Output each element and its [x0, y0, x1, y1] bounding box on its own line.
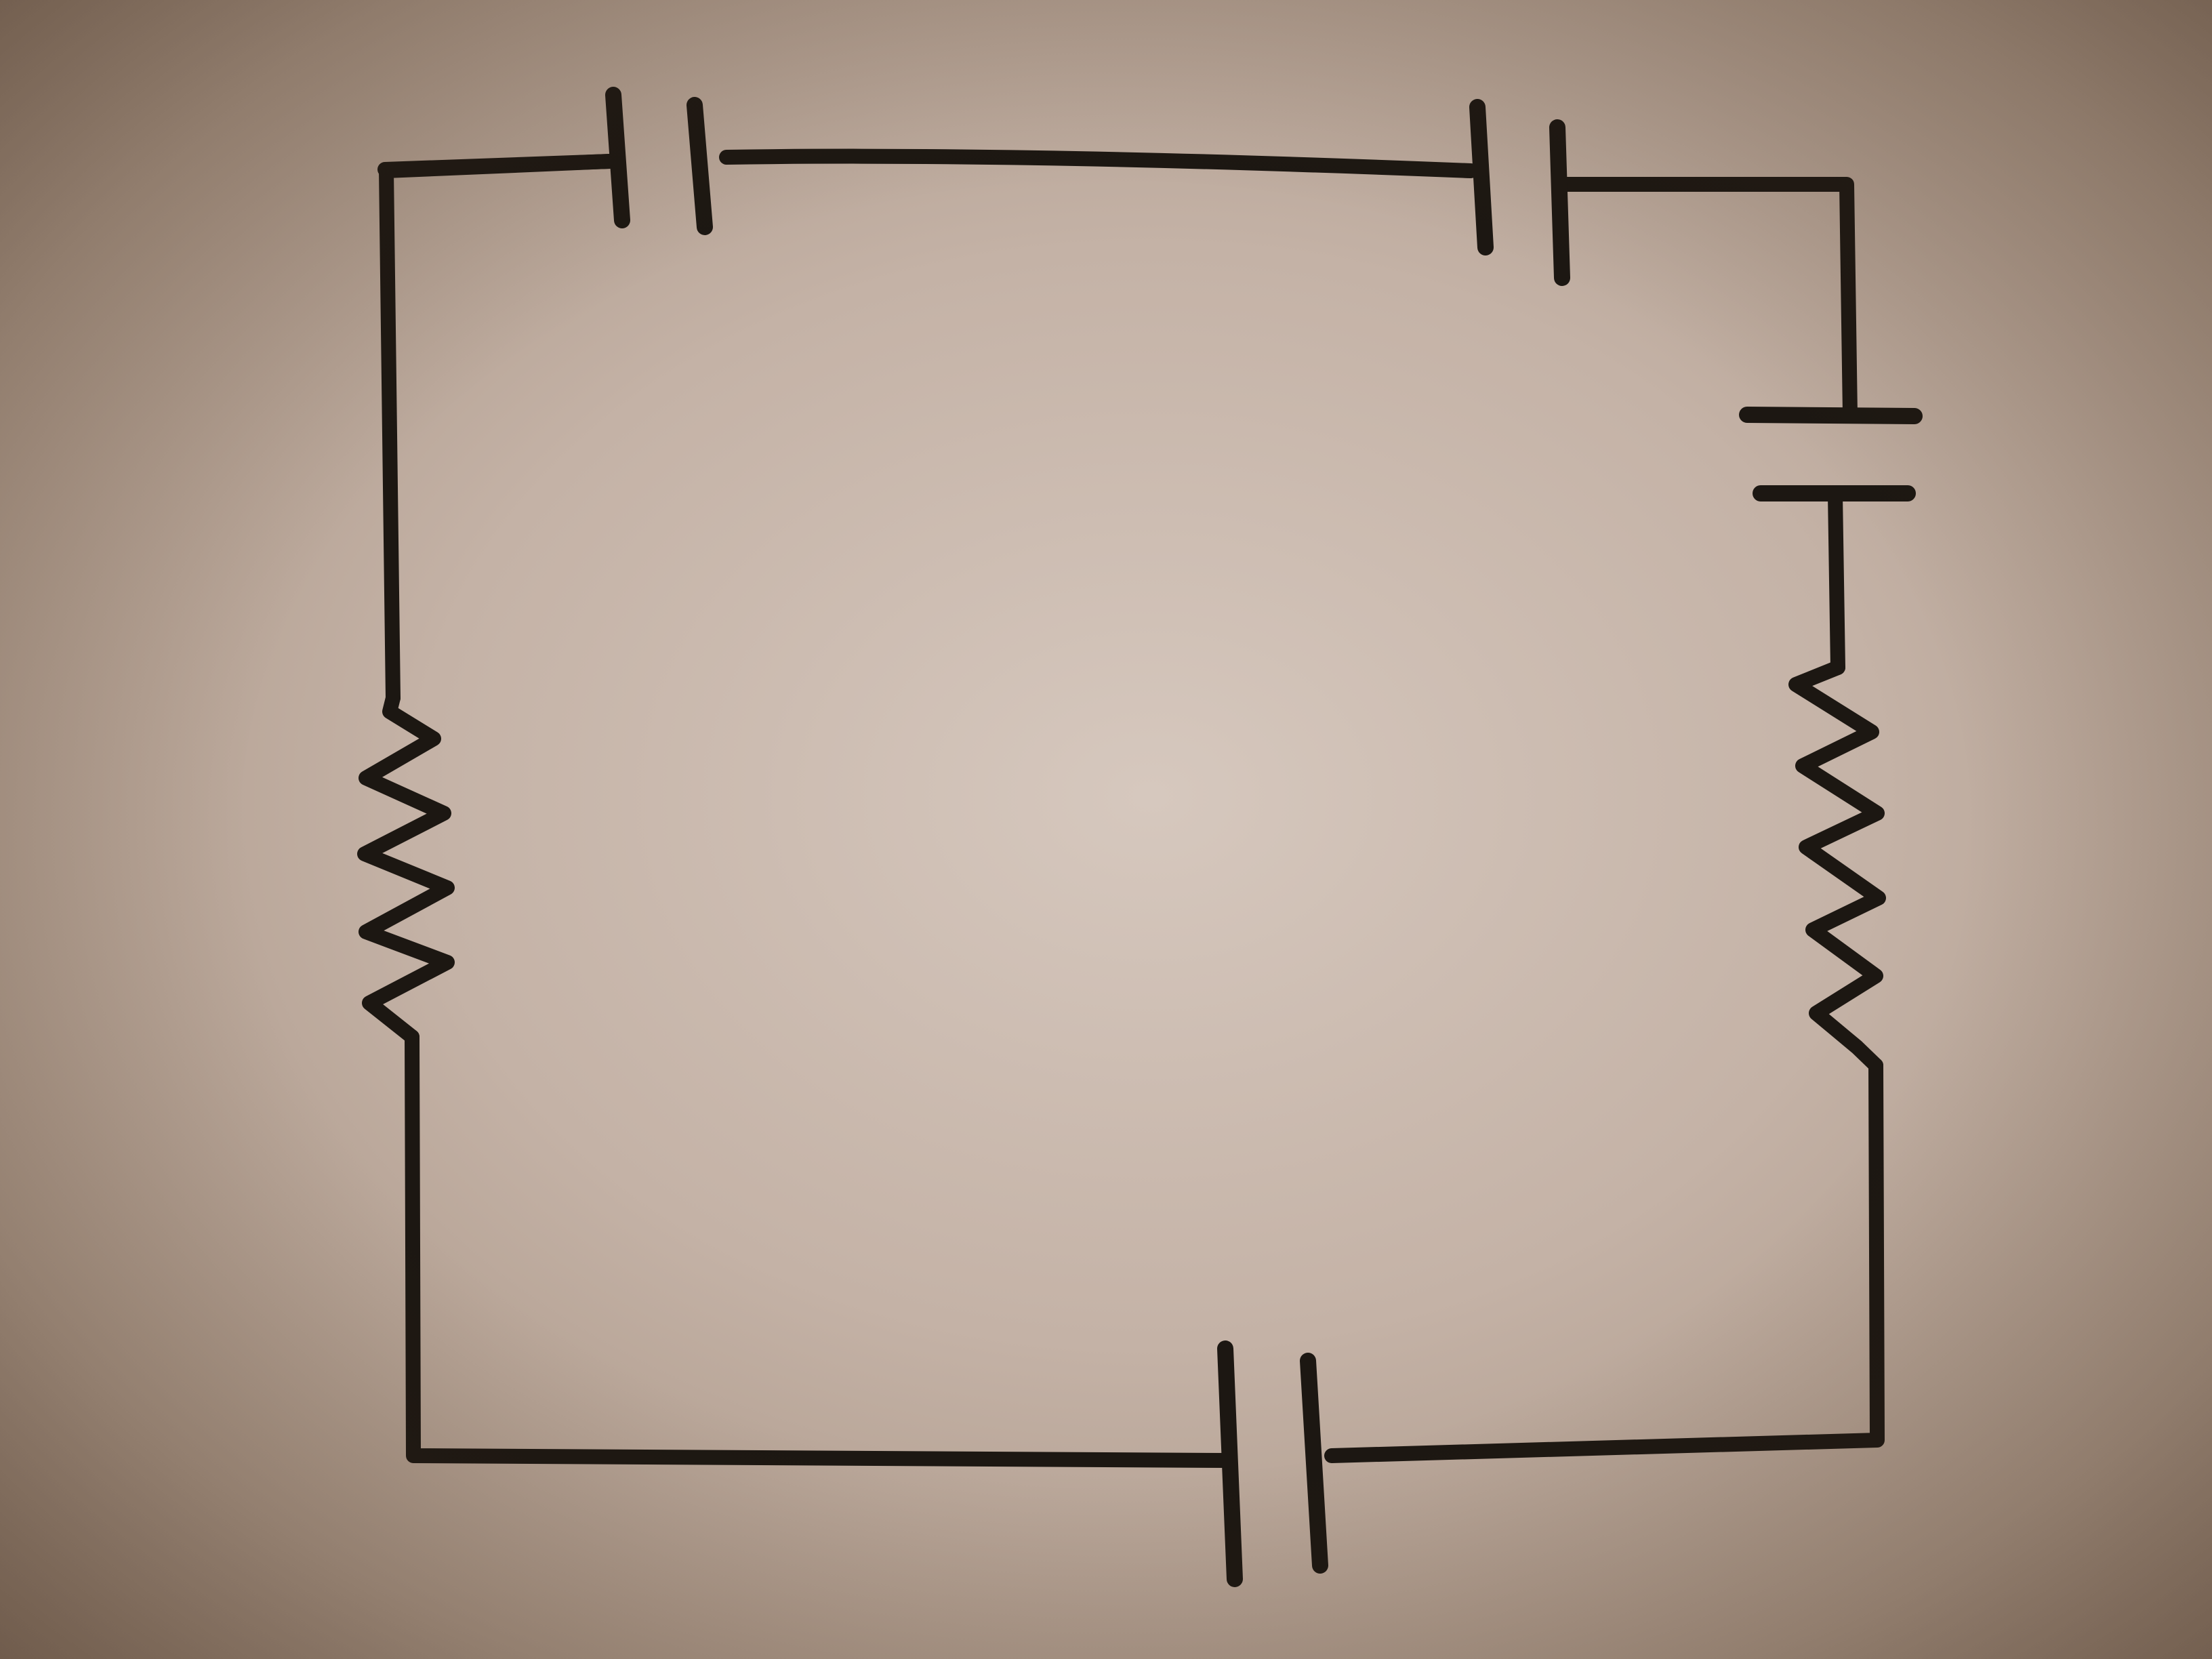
wire-right-lower [1324, 1058, 1885, 1463]
wire-top-middle [719, 148, 1478, 178]
wire-bottom [405, 1029, 1233, 1468]
resistor-right [1788, 660, 1886, 1073]
wire-right-upper [1828, 487, 1845, 675]
capacitor-top-right [1469, 99, 1570, 286]
capacitor-top-left [605, 87, 713, 235]
capacitor-right [1739, 407, 1923, 501]
wire-top-right [1555, 177, 1858, 422]
capacitor-bottom [1217, 1340, 1328, 1587]
wire-left [379, 154, 617, 705]
resistor-left [357, 691, 455, 1044]
